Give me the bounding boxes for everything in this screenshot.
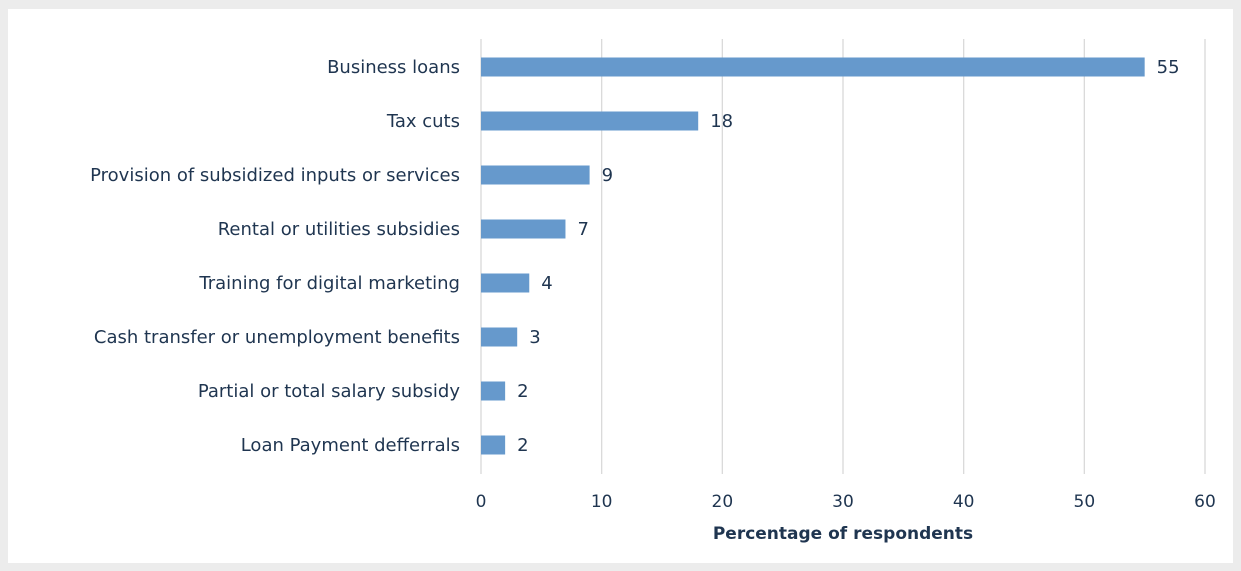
bar-chart: Business loans Tax cuts Provision of subsi…	[90, 39, 1216, 544]
x-tick-label: 30	[832, 492, 854, 512]
x-tick-label: 20	[712, 492, 734, 512]
bar	[481, 327, 518, 347]
bar	[481, 381, 506, 401]
category-label: Partial or total salary subsidy	[198, 381, 461, 402]
category-label: Loan Payment defferrals	[241, 435, 460, 456]
value-label: 55	[1157, 57, 1180, 78]
bar	[481, 57, 1145, 77]
x-tick-label: 50	[1074, 492, 1096, 512]
x-axis-title: Percentage of respondents	[713, 524, 973, 544]
chart-panel: Business loans Tax cuts Provision of subsi…	[8, 9, 1233, 563]
category-label: Business loans	[327, 57, 460, 78]
value-label: 3	[529, 327, 540, 348]
value-label: 9	[602, 165, 613, 186]
x-tick-label: 10	[591, 492, 613, 512]
bar	[481, 165, 590, 185]
bar	[481, 435, 506, 455]
gridlines	[480, 39, 1206, 474]
value-label: 18	[710, 111, 733, 132]
value-label: 2	[517, 435, 528, 456]
x-tick-label: 0	[476, 492, 487, 512]
value-label: 7	[577, 219, 588, 240]
bars	[481, 57, 1145, 455]
x-tick-labels: 0 10 20 30 40 50 60	[476, 492, 1216, 512]
category-label: Rental or utilities subsidies	[218, 219, 460, 240]
category-label: Cash transfer or unemployment benefits	[94, 327, 460, 348]
category-labels: Business loans Tax cuts Provision of subsi…	[90, 57, 460, 456]
bar	[481, 219, 566, 239]
bar	[481, 273, 530, 293]
category-label: Provision of subsidized inputs or servic…	[90, 165, 460, 186]
category-label: Training for digital marketing	[198, 273, 460, 294]
bar	[481, 111, 699, 131]
category-label: Tax cuts	[386, 111, 460, 132]
x-tick-label: 60	[1194, 492, 1216, 512]
value-label: 2	[517, 381, 528, 402]
value-label: 4	[541, 273, 552, 294]
x-tick-label: 40	[953, 492, 975, 512]
value-labels: 55 18 9 7 4 3 2 2	[517, 57, 1179, 456]
